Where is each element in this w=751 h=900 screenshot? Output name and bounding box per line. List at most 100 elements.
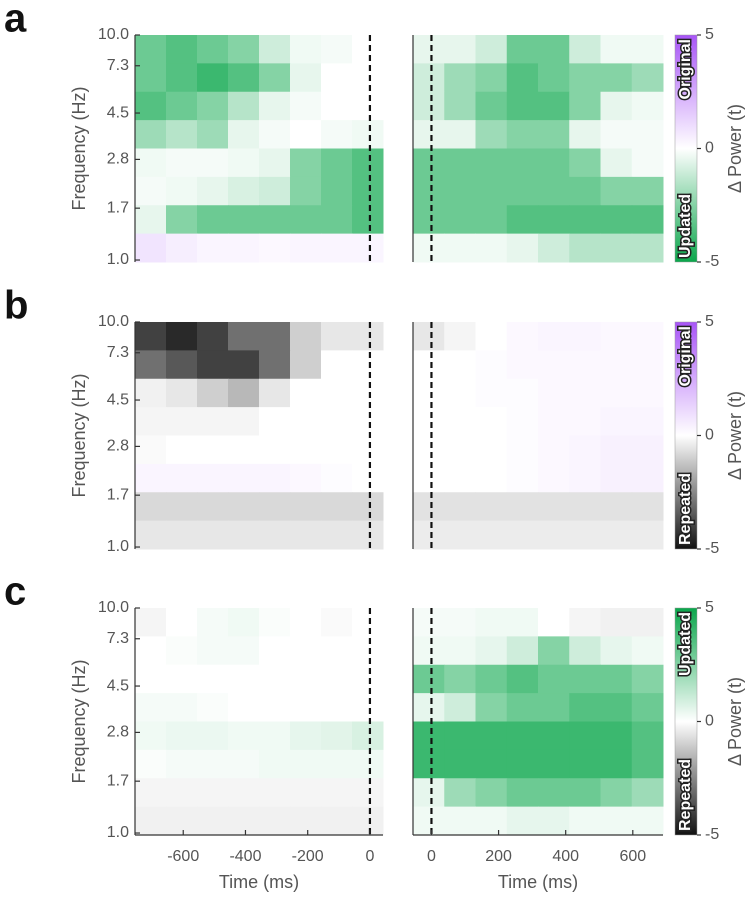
heatmap-cell: [197, 322, 229, 351]
colorbar-tick-label: -5: [705, 540, 719, 557]
heatmap-cell: [569, 636, 601, 666]
heatmap-cell: [228, 148, 260, 178]
heatmap-cell: [413, 778, 445, 808]
heatmap-cell: [538, 35, 570, 64]
heatmap-cell: [290, 148, 322, 178]
colorbar-tick-label: 0: [705, 140, 714, 157]
heatmap-cell: [135, 693, 167, 722]
heatmap-cell: [166, 120, 198, 149]
y-tick-label: 2.8: [107, 438, 129, 455]
heatmap-cell: [600, 205, 633, 235]
heatmap-cell: [631, 636, 664, 666]
heatmap-cell: [290, 463, 322, 493]
heatmap-cell: [444, 148, 476, 178]
heatmap-cell: [475, 435, 508, 465]
heatmap-cell: [600, 63, 633, 93]
heatmap-cell: [413, 520, 445, 550]
heatmap-cell: [444, 205, 476, 235]
heatmap-cell: [600, 463, 633, 493]
heatmap-cell: [352, 350, 384, 380]
heatmap-cell: [166, 350, 198, 380]
heatmap-cell: [197, 749, 229, 779]
colorbar-high-label: Updated: [677, 612, 694, 676]
heatmap-cell: [569, 35, 601, 64]
heatmap-cell: [538, 636, 570, 666]
heatmap-cell: [135, 806, 167, 836]
heatmap-cell: [631, 407, 664, 436]
heatmap-cell: [228, 806, 260, 836]
heatmap-cell: [166, 148, 198, 178]
heatmap-cell: [290, 63, 322, 93]
y-tick-label: 4.5: [107, 677, 129, 694]
heatmap-cell: [475, 693, 508, 722]
heatmap-cell: [538, 778, 570, 808]
heatmap-cell: [506, 350, 539, 380]
y-tick-label: 7.3: [107, 344, 129, 361]
heatmap-cell: [259, 608, 291, 637]
heatmap-cell: [290, 664, 322, 694]
heatmap-cell: [413, 91, 445, 121]
heatmap-cell: [197, 492, 229, 522]
colorbar-tick-label: -5: [705, 826, 719, 843]
heatmap-cell: [259, 664, 291, 694]
heatmap-cell: [135, 407, 167, 436]
heatmap-cell: [569, 435, 601, 465]
heatmap-cell: [166, 778, 198, 808]
heatmap-cell: [413, 322, 445, 351]
heatmap-cell: [538, 378, 570, 408]
heatmap-cell: [569, 91, 601, 121]
heatmap-cell: [197, 463, 229, 493]
heatmap-cell: [600, 664, 633, 694]
heatmap-cell: [166, 205, 198, 235]
heatmap-cell: [475, 492, 508, 522]
heatmap-cell: [413, 176, 445, 206]
heatmap-cell: [228, 176, 260, 206]
x-axis-label: Time (ms): [219, 872, 299, 892]
heatmap-cell: [506, 120, 539, 149]
heatmap-cell: [444, 778, 476, 808]
heatmap-cell: [631, 91, 664, 121]
y-tick-label: 4.5: [107, 391, 129, 408]
heatmap-cell: [135, 778, 167, 808]
heatmap-cell: [506, 806, 539, 836]
heatmap-cell: [290, 378, 322, 408]
heatmap-cell: [290, 435, 322, 465]
heatmap-cell: [538, 120, 570, 149]
heatmap-cell: [506, 378, 539, 408]
heatmap-cell: [290, 693, 322, 722]
heatmap-cell: [352, 693, 384, 722]
heatmap-cell: [538, 148, 570, 178]
heatmap-cell: [228, 463, 260, 493]
heatmap-cell: [538, 205, 570, 235]
heatmap-cell: [321, 407, 353, 436]
heatmap-cell: [321, 608, 353, 637]
heatmap-cell: [600, 322, 633, 351]
heatmap-cell: [352, 148, 384, 178]
heatmap-cell: [444, 435, 476, 465]
heatmap-cell: [475, 407, 508, 436]
heatmap-cell: [569, 749, 601, 779]
heatmap-cell: [631, 608, 664, 637]
heatmap-cell: [352, 806, 384, 836]
heatmap-cell: [290, 407, 322, 436]
heatmap-cell: [506, 176, 539, 206]
heatmap-cell: [290, 492, 322, 522]
heatmap-cell: [135, 322, 167, 351]
heatmap-cell: [444, 350, 476, 380]
colorbar-tick-label: 0: [705, 427, 714, 444]
heatmap-cell: [135, 176, 167, 206]
heatmap-cell: [166, 63, 198, 93]
heatmap-cell: [413, 463, 445, 493]
heatmap-cell: [228, 664, 260, 694]
heatmap-cell: [600, 233, 633, 263]
heatmap-cell: [600, 378, 633, 408]
colorbar-label: Δ Power (t): [725, 104, 745, 193]
heatmap-cell: [321, 205, 353, 235]
y-tick-label: 1.0: [107, 824, 129, 841]
heatmap-cell: [259, 176, 291, 206]
heatmap-cell: [444, 176, 476, 206]
heatmap-cell: [444, 91, 476, 121]
heatmap-cell: [135, 664, 167, 694]
heatmap-cell: [600, 520, 633, 550]
heatmap-cell: [197, 806, 229, 836]
